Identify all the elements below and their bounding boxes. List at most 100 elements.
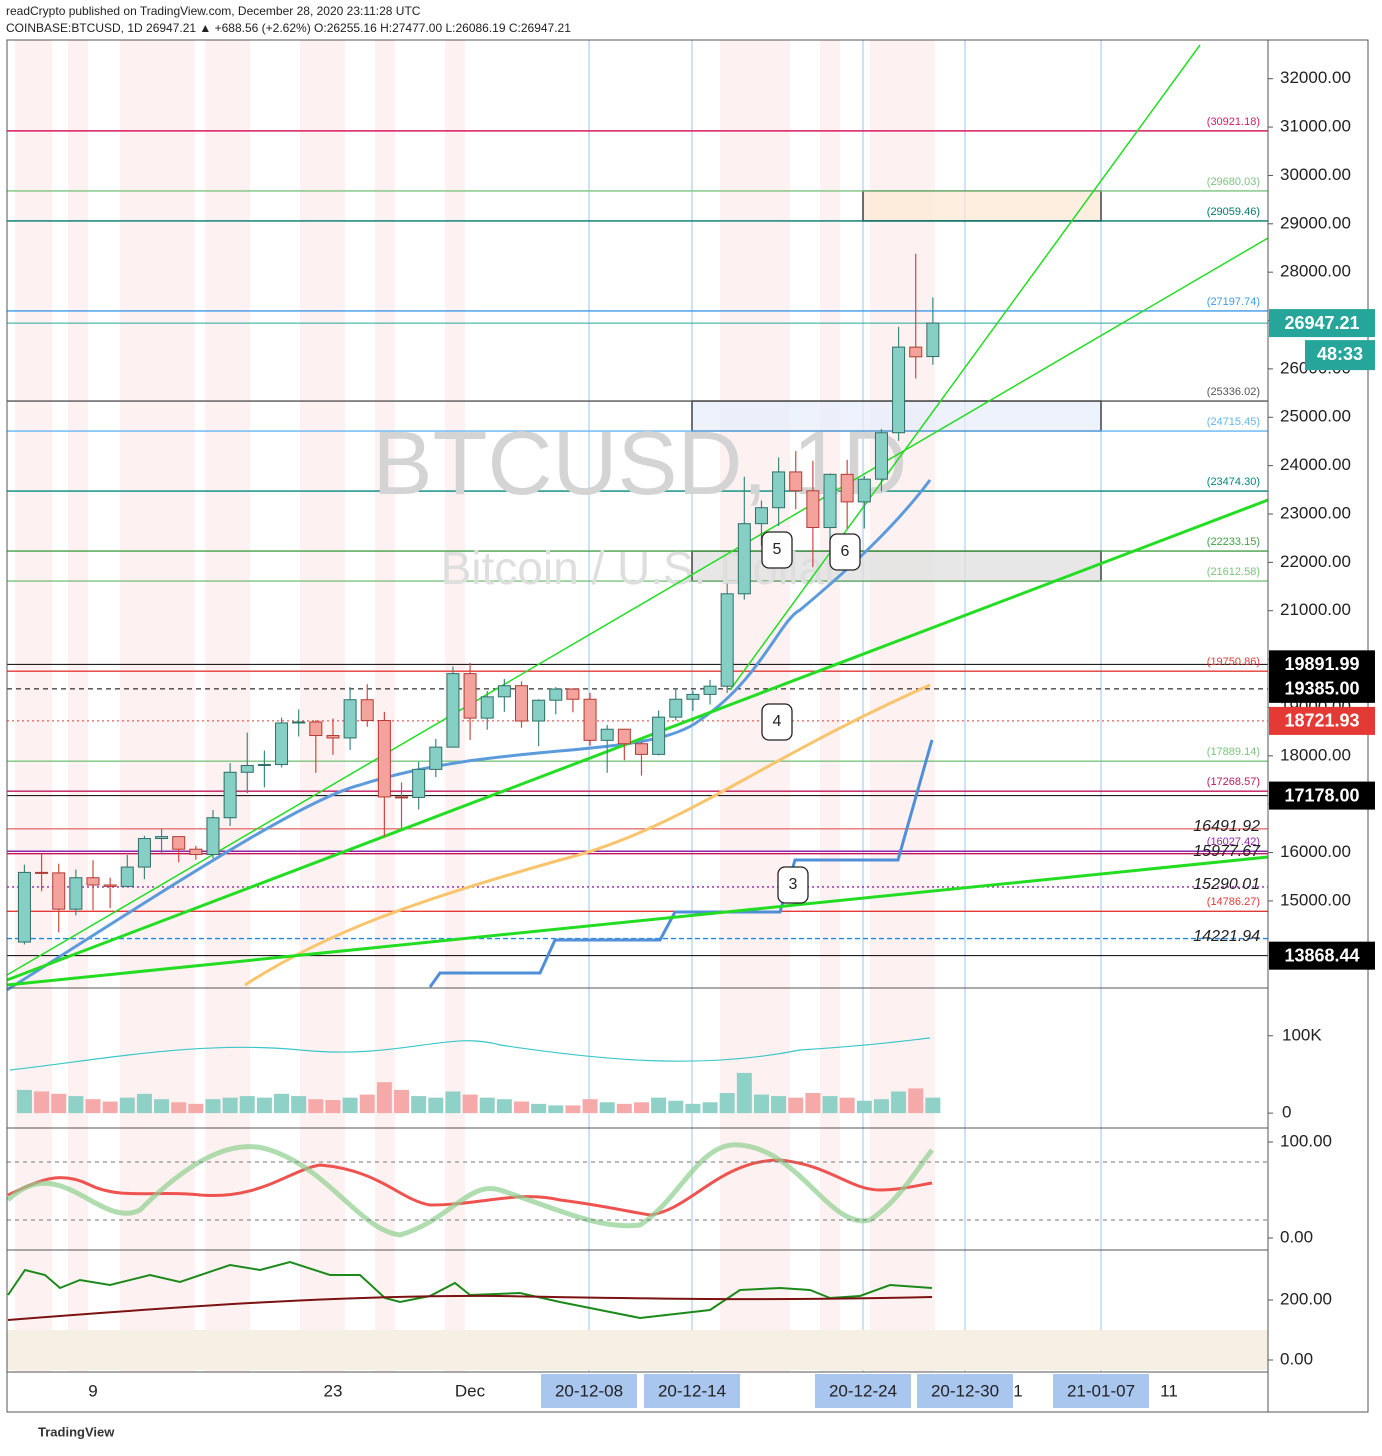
y-tick-label: 16000.00 bbox=[1280, 842, 1351, 861]
level-label: (21612.58) bbox=[1207, 566, 1260, 578]
session-shade bbox=[15, 40, 52, 1372]
x-tick-label: 9 bbox=[88, 1381, 97, 1400]
footer-logo: TradingView bbox=[38, 1424, 115, 1439]
x-tick-label: 20-12-24 bbox=[829, 1381, 897, 1400]
y-tick-label: 28000.00 bbox=[1280, 262, 1351, 281]
volume-bar bbox=[462, 1094, 478, 1114]
candle-body bbox=[703, 685, 717, 695]
volume-bar bbox=[102, 1101, 118, 1114]
publisher-line: readCrypto published on TradingView.com,… bbox=[6, 4, 421, 18]
level-label: (23474.30) bbox=[1207, 476, 1260, 488]
y-tick-label: 200.00 bbox=[1280, 1289, 1332, 1308]
background-layer bbox=[7, 40, 1268, 1372]
price-tag bbox=[1269, 674, 1375, 703]
candle-body bbox=[240, 765, 254, 773]
volume-bar bbox=[873, 1099, 889, 1114]
volume-bar bbox=[856, 1100, 872, 1114]
volume-bar bbox=[171, 1102, 187, 1114]
volume-ma bbox=[9, 1037, 931, 1071]
candle-body bbox=[463, 673, 477, 719]
y-tick-label: 24000.00 bbox=[1280, 455, 1351, 474]
callout-label: 4 bbox=[773, 713, 782, 730]
volume-bar bbox=[222, 1097, 238, 1114]
symbol-line: COINBASE:BTCUSD, 1D 26947.21 ▲ +688.56 (… bbox=[6, 21, 571, 35]
callout-label: 6 bbox=[841, 543, 850, 560]
y-tick-label: 31000.00 bbox=[1280, 117, 1351, 136]
level-label: (30921.18) bbox=[1207, 116, 1260, 128]
volume-bar bbox=[119, 1097, 135, 1114]
candle-body bbox=[103, 884, 117, 887]
candle-body bbox=[189, 848, 203, 856]
candle-body bbox=[137, 838, 151, 868]
candle-body bbox=[617, 728, 631, 745]
price-tag bbox=[1269, 706, 1375, 735]
candle-body bbox=[257, 764, 271, 767]
x-tick-label: 11 bbox=[1160, 1381, 1178, 1400]
volume-bar bbox=[548, 1105, 564, 1114]
y-tick-label: 22000.00 bbox=[1280, 552, 1351, 571]
candle-body bbox=[412, 768, 426, 798]
date-box bbox=[917, 1374, 1013, 1408]
volume-bar bbox=[308, 1099, 324, 1114]
candle-body bbox=[69, 877, 83, 910]
price-tag bbox=[1269, 941, 1375, 970]
price-tag-label: 17178.00 bbox=[1284, 785, 1359, 805]
callout-label: 5 bbox=[773, 541, 782, 558]
volume-bar bbox=[496, 1099, 512, 1114]
y-tick-label: 0.00 bbox=[1280, 1349, 1313, 1368]
bottom-signal bbox=[7, 1294, 933, 1321]
y-tick-label: 21000.00 bbox=[1280, 600, 1351, 619]
volume-bar bbox=[633, 1102, 649, 1114]
volume-bar bbox=[342, 1097, 358, 1114]
volume-bar bbox=[668, 1100, 684, 1114]
volume-bar bbox=[805, 1093, 821, 1114]
candle-body bbox=[892, 346, 906, 434]
stoch-line bbox=[7, 1158, 933, 1217]
y-tick-label: 32000.00 bbox=[1280, 68, 1351, 87]
volume-bar bbox=[514, 1101, 529, 1114]
candle-body bbox=[874, 432, 888, 480]
candle-body bbox=[360, 699, 374, 722]
candle-body bbox=[669, 698, 683, 718]
level-label: (17268.57) bbox=[1207, 776, 1260, 788]
candle-body bbox=[549, 688, 563, 701]
volume-bar bbox=[256, 1097, 272, 1114]
volume-bar bbox=[719, 1093, 735, 1114]
level-label: 15290.01 bbox=[1193, 876, 1260, 893]
candle-body bbox=[343, 699, 357, 739]
level-label: 15977.67 bbox=[1193, 843, 1261, 860]
candle-body bbox=[806, 490, 820, 529]
candle-body bbox=[720, 593, 734, 687]
volume-bar bbox=[428, 1097, 444, 1114]
level-label: 14221.94 bbox=[1193, 928, 1260, 945]
level-label: (22233.15) bbox=[1207, 536, 1260, 548]
session-shade bbox=[300, 40, 345, 1372]
trend-line bbox=[729, 44, 1201, 691]
marks-layer bbox=[16, 253, 941, 1114]
step-line bbox=[428, 739, 934, 988]
price-tag-label: 26947.21 bbox=[1284, 313, 1359, 333]
candle-body bbox=[857, 478, 871, 503]
trend-line bbox=[6, 237, 1269, 976]
volume-bar bbox=[599, 1102, 615, 1114]
session-shade bbox=[205, 40, 250, 1372]
session-shade bbox=[120, 40, 195, 1372]
volume-bar bbox=[891, 1091, 907, 1114]
session-shade bbox=[68, 40, 88, 1372]
session-shade bbox=[820, 40, 840, 1372]
callout bbox=[829, 533, 861, 571]
volume-bar bbox=[68, 1096, 84, 1114]
date-box bbox=[644, 1374, 740, 1408]
candle-body bbox=[737, 523, 751, 595]
x-tick-label: 20-12-14 bbox=[658, 1381, 726, 1400]
volume-bar bbox=[925, 1097, 941, 1114]
candle-body bbox=[223, 771, 237, 819]
bottom-band bbox=[7, 1330, 1268, 1370]
session-shade bbox=[870, 40, 935, 1372]
candle-body bbox=[86, 877, 100, 886]
volume-bar bbox=[85, 1099, 101, 1114]
volume-bar bbox=[359, 1094, 375, 1114]
volume-bar bbox=[51, 1093, 67, 1114]
candle-body bbox=[583, 698, 597, 741]
